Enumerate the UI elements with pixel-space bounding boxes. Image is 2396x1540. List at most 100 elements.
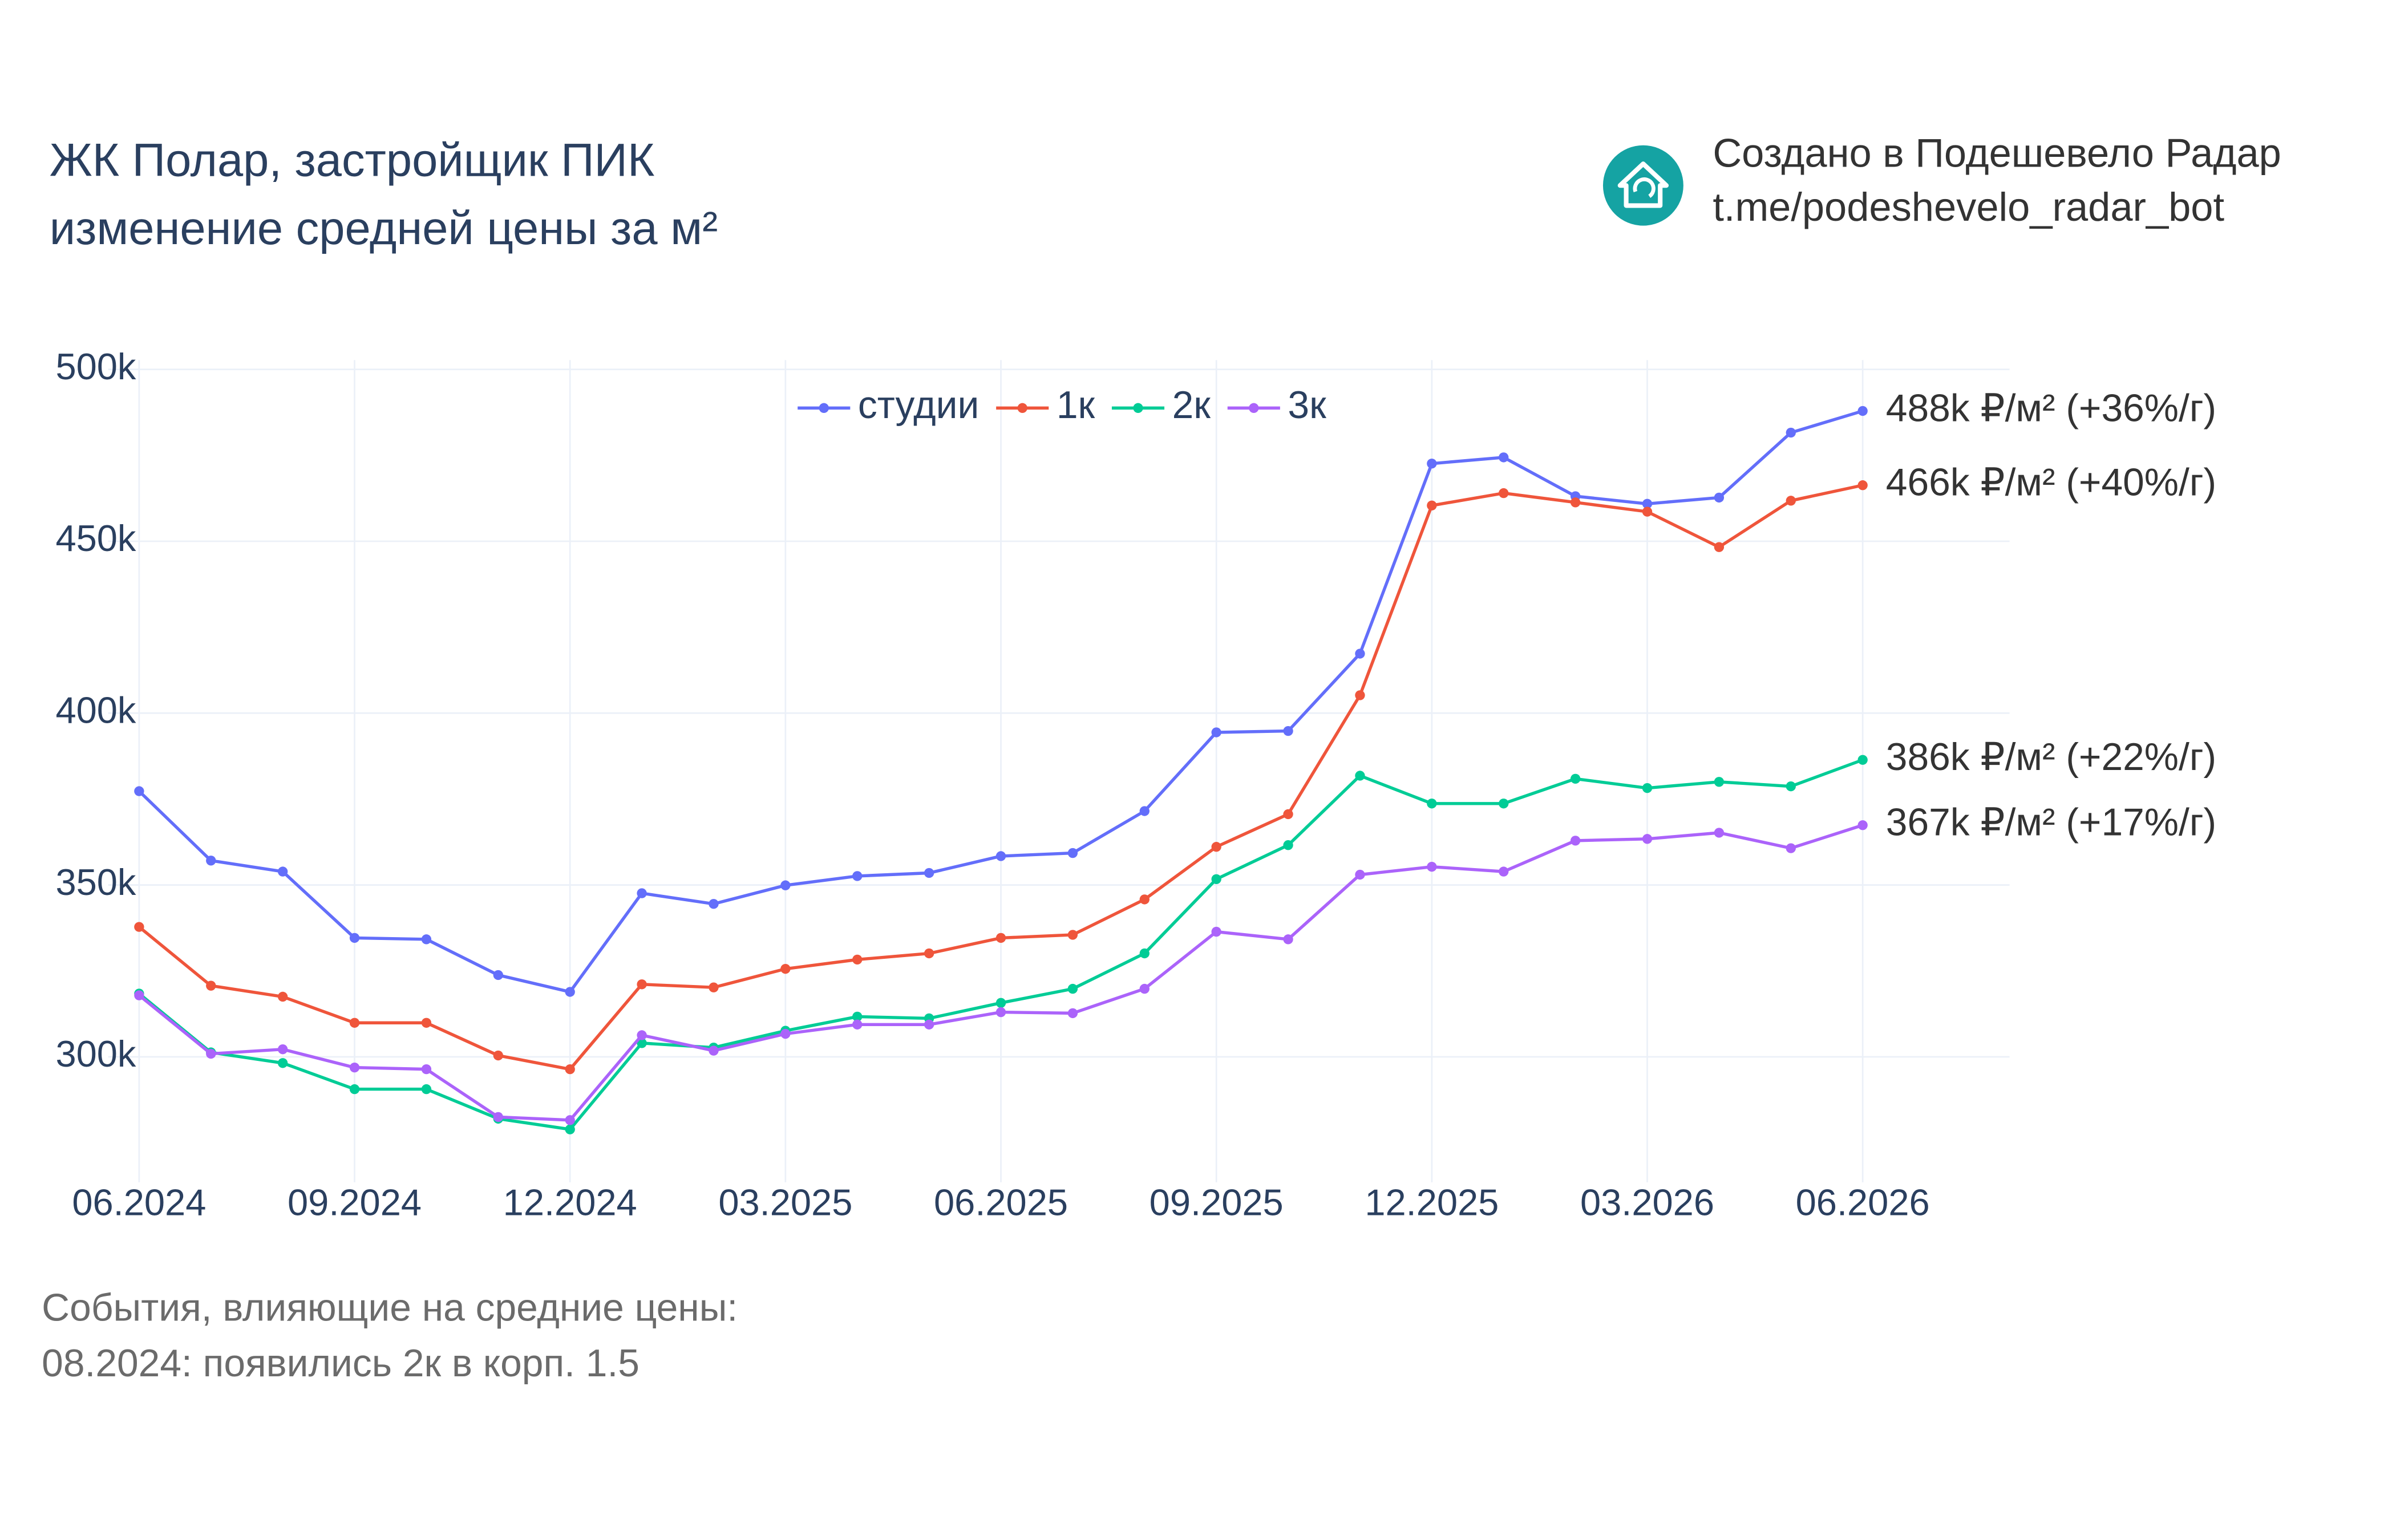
data-point [1211, 727, 1221, 737]
data-point [1139, 983, 1150, 994]
data-point [1139, 948, 1150, 959]
data-point [1067, 1008, 1078, 1019]
data-point [1499, 866, 1509, 877]
data-point [349, 1062, 360, 1073]
data-point [206, 980, 216, 991]
data-point [565, 1124, 575, 1134]
data-point [421, 1018, 432, 1028]
data-point [780, 880, 791, 890]
data-point [1499, 799, 1509, 809]
legend-marker [1249, 403, 1259, 414]
credit-link: t.me/podeshevelo_radar_bot [1713, 184, 2224, 229]
data-point [995, 851, 1006, 861]
data-point [1067, 848, 1078, 858]
data-point [1427, 500, 1437, 510]
y-tick-label: 500k [55, 346, 136, 387]
data-point [780, 1028, 791, 1039]
legend-label: 1к [1057, 384, 1095, 427]
data-point [206, 1048, 216, 1059]
legend-marker [819, 403, 829, 414]
data-point [134, 922, 144, 932]
data-point [995, 933, 1006, 943]
data-point [1427, 799, 1437, 809]
data-point [349, 1018, 360, 1028]
legend-label: 2к [1172, 384, 1211, 427]
data-point [493, 1112, 503, 1122]
data-point [1857, 755, 1868, 765]
notes-line: 08.2024: появились 2к в корп. 1.5 [42, 1342, 640, 1385]
data-point [924, 868, 934, 878]
data-point [493, 1050, 503, 1061]
data-point [637, 979, 647, 990]
data-point [1139, 894, 1150, 905]
data-point [277, 1058, 288, 1068]
data-point [1642, 783, 1653, 793]
data-point [637, 1030, 647, 1040]
data-point [1355, 771, 1365, 781]
data-point [852, 871, 863, 881]
x-tick-label: 09.2024 [288, 1182, 422, 1223]
data-point [852, 1011, 863, 1022]
x-tick-label: 06.2026 [1796, 1182, 1930, 1223]
x-tick-label: 12.2024 [503, 1182, 637, 1223]
data-point [1283, 840, 1293, 850]
data-point [1857, 480, 1868, 491]
notes-heading: События, влияющие на средние цены: [42, 1287, 738, 1330]
data-point [1355, 690, 1365, 700]
y-tick-label: 300k [55, 1033, 136, 1075]
plot: 300k 350k 400k 450k 500k 06.2024 09.2024 12.202… [55, 346, 2216, 1223]
legend-label: студии [858, 384, 979, 427]
logo-house [1617, 161, 1669, 208]
x-tick-label: 03.2026 [1580, 1182, 1714, 1223]
data-point [1283, 809, 1293, 820]
data-point [1786, 781, 1796, 792]
logo [1602, 145, 1683, 226]
data-point [1283, 934, 1293, 945]
y-tick-label: 400k [55, 689, 136, 731]
data-point [277, 1044, 288, 1055]
data-point [277, 991, 288, 1002]
data-point [1570, 497, 1581, 508]
data-point [637, 888, 647, 898]
data-point [565, 1115, 575, 1125]
data-point [1642, 506, 1653, 517]
logo-arrow [1633, 177, 1656, 198]
end-label: 466k ₽/м² (+40%/г) [1886, 461, 2216, 504]
data-point [565, 1064, 575, 1075]
data-point [349, 1084, 360, 1095]
data-point [1786, 843, 1796, 853]
chart-subtitle: изменение средней цены за м² [50, 202, 718, 254]
data-point [1857, 820, 1868, 830]
data-point [852, 1019, 863, 1030]
y-tick-label: 350k [55, 861, 136, 903]
end-label: 367k ₽/м² (+17%/г) [1886, 801, 2216, 844]
x-tick-label: 06.2024 [72, 1182, 206, 1223]
data-point [277, 866, 288, 877]
data-point [1857, 406, 1868, 416]
chart-title: ЖК Полар, застройщик ПИК [50, 135, 655, 187]
data-point [852, 954, 863, 965]
data-point [1570, 773, 1581, 784]
x-tick-label: 09.2025 [1150, 1182, 1284, 1223]
data-point [1211, 926, 1221, 937]
x-tick-label: 06.2025 [934, 1182, 1068, 1223]
x-tick-label: 03.2025 [718, 1182, 852, 1223]
data-point [1067, 930, 1078, 940]
end-label: 386k ₽/м² (+22%/г) [1886, 736, 2216, 779]
legend-marker [1133, 403, 1143, 414]
data-point [1714, 777, 1725, 787]
data-point [1642, 499, 1653, 509]
data-point [1427, 861, 1437, 872]
data-point [1211, 842, 1221, 852]
data-point [1714, 542, 1725, 552]
data-point [924, 1019, 934, 1030]
data-point [493, 970, 503, 980]
data-point [1355, 869, 1365, 880]
data-point [1570, 836, 1581, 846]
data-point [421, 1064, 432, 1075]
data-point [1499, 452, 1509, 463]
data-point [1067, 983, 1078, 994]
